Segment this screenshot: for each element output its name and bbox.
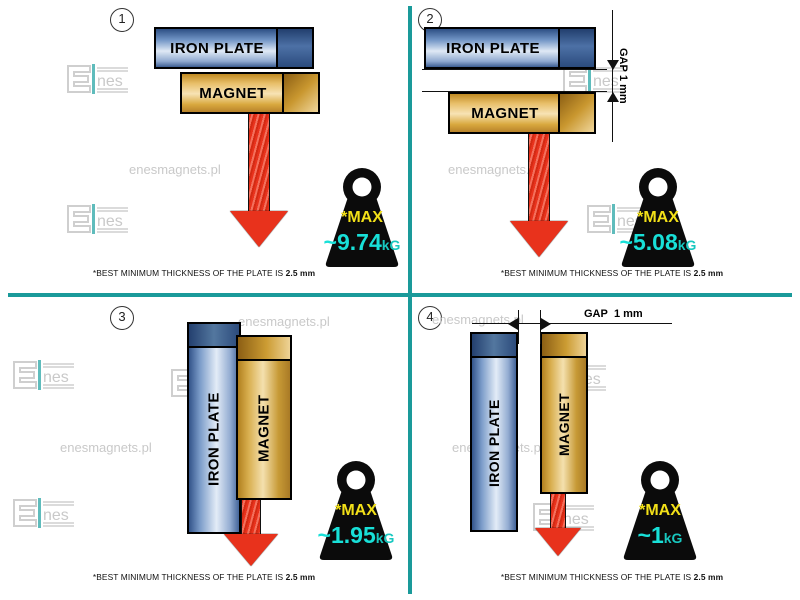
gap-value: 1 mm (613, 308, 643, 320)
magnet-label: MAGNET (471, 104, 539, 122)
gap-arrow-left (508, 318, 518, 330)
max-label: *MAX (335, 502, 377, 519)
svg-text:nes: nes (43, 369, 69, 386)
magnet-label: MAGNET (556, 392, 572, 456)
footnote-prefix: *BEST MINIMUM THICKNESS OF THE PLATE IS (500, 572, 694, 582)
iron-plate-label: IRON PLATE (446, 39, 540, 57)
force-value: ~1kG (608, 522, 712, 549)
gap-text: GAP (617, 48, 629, 72)
vertical-divider (408, 6, 412, 594)
gap-text: GAP (584, 308, 608, 320)
iron-plate-block: IRON PLATE (187, 322, 241, 534)
magnet-block: MAGNET (236, 335, 292, 500)
magnet-top-face (542, 334, 586, 358)
magnet-label: MAGNET (255, 394, 273, 463)
watermark-text: enesmagnets.pl (129, 162, 221, 177)
force-unit: kG (677, 237, 697, 253)
magnet-block: MAGNET (540, 332, 588, 494)
svg-text:nes: nes (593, 73, 619, 90)
gap-extension-line-bottom (422, 91, 607, 92)
force-number: ~1.95 (317, 522, 376, 548)
force-weight-icon: *MAX ~5.08kG (606, 167, 710, 269)
footnote: *BEST MINIMUM THICKNESS OF THE PLATE IS … (4, 268, 404, 278)
footnote-prefix: *BEST MINIMUM THICKNESS OF THE PLATE IS (500, 268, 694, 278)
force-weight-icon: *MAX ~9.74kG (310, 167, 414, 269)
panel-number-badge: 1 (110, 8, 134, 32)
max-label: *MAX (637, 209, 679, 226)
force-arrow (218, 498, 284, 566)
footnote-value: 2.5 mm (285, 572, 316, 582)
footnote: *BEST MINIMUM THICKNESS OF THE PLATE IS … (4, 572, 404, 582)
force-arrow (530, 492, 586, 556)
force-unit: kG (663, 530, 683, 546)
svg-text:nes: nes (97, 213, 123, 230)
svg-text:nes: nes (43, 507, 69, 524)
gap-arrow-top (607, 60, 619, 70)
panel-number-badge: 3 (110, 306, 134, 330)
panel-number-badge: 4 (418, 306, 442, 330)
gap-extension-line-top (422, 69, 607, 70)
watermark-text: enesmagnets.pl (60, 440, 152, 455)
iron-plate-block: IRON PLATE (154, 27, 314, 69)
footnote-value: 2.5 mm (693, 268, 724, 278)
gap-label: GAP 1 mm (617, 48, 629, 104)
iron-plate-label: IRON PLATE (170, 39, 264, 57)
iron-plate-block: IRON PLATE (424, 27, 596, 69)
force-arrow (224, 92, 294, 247)
footnote-value: 2.5 mm (285, 268, 316, 278)
force-weight-icon: *MAX ~1.95kG (304, 460, 408, 562)
iron-plate-block: IRON PLATE (470, 332, 518, 532)
iron-plate-side-face (276, 29, 312, 67)
gap-arrow-bottom (607, 92, 619, 102)
force-value: ~1.95kG (304, 522, 408, 549)
max-label: *MAX (341, 209, 383, 226)
svg-text:nes: nes (97, 73, 123, 90)
iron-plate-top-face (189, 324, 239, 348)
force-arrow (504, 132, 574, 257)
footnote: *BEST MINIMUM THICKNESS OF THE PLATE IS … (412, 268, 800, 278)
force-number: ~5.08 (619, 229, 678, 255)
panel-2: 2 nes nes enesm (412, 2, 800, 294)
horizontal-divider (8, 293, 792, 297)
gap-extension-line-left (518, 310, 519, 344)
iron-plate-top-face (472, 334, 516, 358)
footnote: *BEST MINIMUM THICKNESS OF THE PLATE IS … (412, 572, 800, 582)
panel-4: 4 nes nes enesm (412, 300, 800, 592)
panel-3: 3 nes nes (4, 300, 404, 592)
force-number: ~9.74 (323, 229, 382, 255)
iron-plate-side-face (558, 29, 594, 67)
watermark-logo: nes (10, 358, 76, 395)
gap-extension-line-right (540, 310, 541, 344)
panel-1: 1 nes nes (4, 2, 404, 294)
force-unit: kG (375, 530, 395, 546)
watermark-text: enesmagnets.pl (238, 314, 330, 329)
gap-label: GAP 1 mm (584, 308, 643, 320)
magnet-block: MAGNET (180, 72, 320, 114)
force-unit: kG (381, 237, 401, 253)
gap-dimension-line (612, 10, 613, 142)
footnote-prefix: *BEST MINIMUM THICKNESS OF THE PLATE IS (92, 268, 286, 278)
force-weight-icon: *MAX ~1kG (608, 460, 712, 562)
footnote-value: 2.5 mm (693, 572, 724, 582)
magnet-block: MAGNET (448, 92, 596, 134)
footnote-prefix: *BEST MINIMUM THICKNESS OF THE PLATE IS (92, 572, 286, 582)
magnet-top-face (238, 337, 290, 361)
iron-plate-label: IRON PLATE (486, 399, 502, 487)
force-value: ~5.08kG (606, 229, 710, 256)
force-number: ~1 (637, 522, 664, 548)
watermark-logo: nes (64, 62, 130, 99)
force-value: ~9.74kG (310, 229, 414, 256)
magnet-label: MAGNET (199, 84, 267, 102)
max-label: *MAX (639, 502, 681, 519)
gap-dimension-line (472, 323, 672, 324)
watermark-logo: nes (64, 202, 130, 239)
gap-value: 1 mm (617, 74, 629, 104)
magnet-side-face (558, 94, 594, 132)
iron-plate-label: IRON PLATE (205, 392, 223, 486)
watermark-logo: nes (10, 496, 76, 533)
magnet-side-face (282, 74, 318, 112)
gap-arrow-right (541, 318, 551, 330)
